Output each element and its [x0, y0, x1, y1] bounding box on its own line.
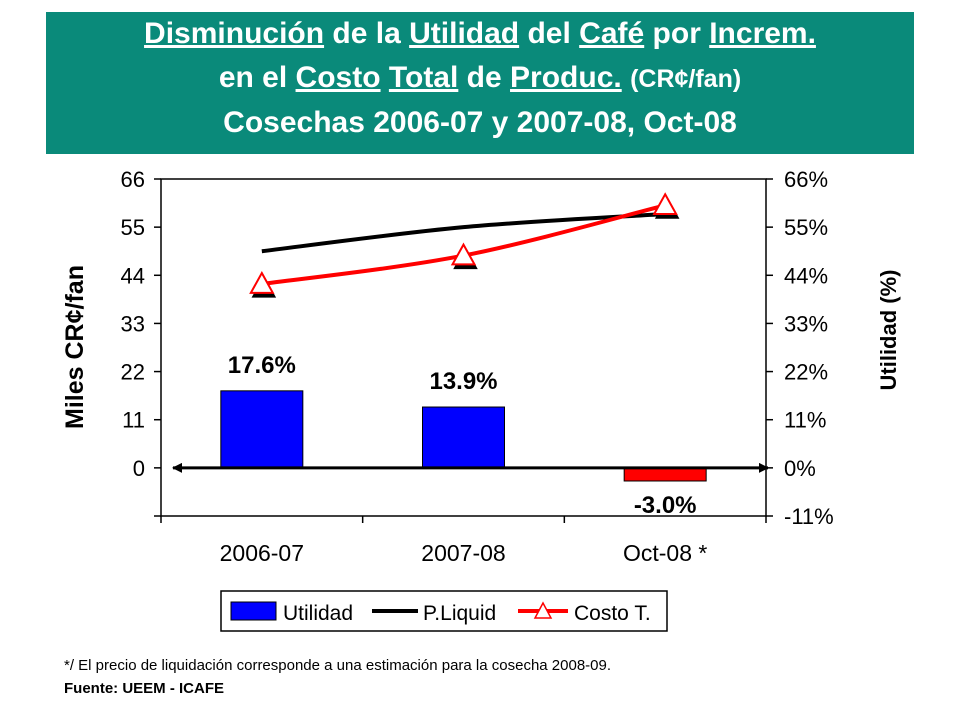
title-line-3: Cosechas 2006-07 y 2007-08, Oct-08	[223, 106, 737, 139]
title-word: en el	[218, 61, 288, 94]
marker-costo	[450, 242, 477, 266]
title-word: de la	[332, 17, 401, 50]
left-tick-label: 22	[121, 360, 145, 385]
left-tick-label: 11	[122, 408, 145, 433]
left-tick-label: 0	[133, 456, 145, 481]
right-tick-label: 55%	[784, 215, 828, 240]
title-word: de	[466, 61, 502, 94]
chart-title-banner: Disminución de la Utilidad del Café por …	[46, 12, 914, 154]
bar-utilidad	[623, 467, 707, 482]
legend-utilidad-swatch	[230, 601, 277, 621]
plot-area	[160, 178, 767, 517]
title-word: por	[652, 17, 701, 50]
left-axis-label: Miles CR¢/fan	[61, 265, 89, 429]
category-label: 2007-08	[421, 540, 505, 566]
left-tick-label: 55	[121, 215, 145, 240]
bar-data-label: 17.6%	[228, 352, 296, 379]
right-tick-label: 66%	[784, 167, 828, 192]
title-word: Utilidad	[409, 17, 520, 50]
right-tick-label: 33%	[784, 311, 828, 336]
category-label: 2006-07	[220, 540, 304, 566]
right-axis-label: Utilidad (%)	[876, 270, 901, 391]
marker-costo	[249, 270, 275, 294]
right-tick-label: 44%	[784, 263, 828, 288]
legend-costo-marker	[533, 601, 553, 619]
legend-pliquid-label: P.Liquid	[423, 602, 496, 625]
title-word: Increm.	[709, 17, 816, 50]
bar-data-label: -3.0%	[634, 492, 697, 519]
left-tick-label: 33	[121, 311, 145, 336]
right-tick-label: -11%	[784, 504, 834, 529]
left-tick-label: 44	[121, 263, 145, 288]
legend-costo-label: Costo T.	[574, 602, 651, 625]
title-unit: (CR¢/fan)	[630, 65, 742, 93]
bar-data-label: 13.9%	[429, 368, 497, 395]
title-word: Café	[579, 17, 645, 50]
source-note: Fuente: UEEM - ICAFE	[64, 680, 224, 697]
bar-utilidad	[220, 390, 304, 469]
title-word: Costo	[295, 61, 381, 94]
right-tick-label: 0%	[784, 456, 816, 481]
footnote: */ El precio de liquidación corresponde …	[64, 657, 612, 674]
legend: Utilidad P.Liquid Costo T.	[220, 590, 668, 632]
title-word: Total	[388, 61, 459, 94]
title-word: del	[527, 17, 571, 50]
marker-costo	[652, 192, 678, 216]
title-word: Produc.	[510, 61, 622, 94]
category-label: Oct-08 *	[623, 540, 707, 566]
title-line-2: en el Costo Total de Produc. (CR¢/fan)	[46, 56, 914, 101]
bar-utilidad	[422, 406, 505, 469]
title-word: Disminución	[144, 17, 325, 50]
right-tick-label: 22%	[784, 360, 828, 385]
left-tick-label: 66	[121, 167, 145, 192]
title-line-1: Disminución de la Utilidad del Café por …	[46, 12, 914, 56]
legend-utilidad-label: Utilidad	[283, 602, 353, 625]
combo-chart: 0 11 22 33 44 55 66 -11% 0% 11% 22% 33% 44% 55% 66% 200…	[61, 167, 901, 632]
legend-frame	[220, 590, 668, 632]
right-tick-label: 11%	[784, 408, 826, 433]
